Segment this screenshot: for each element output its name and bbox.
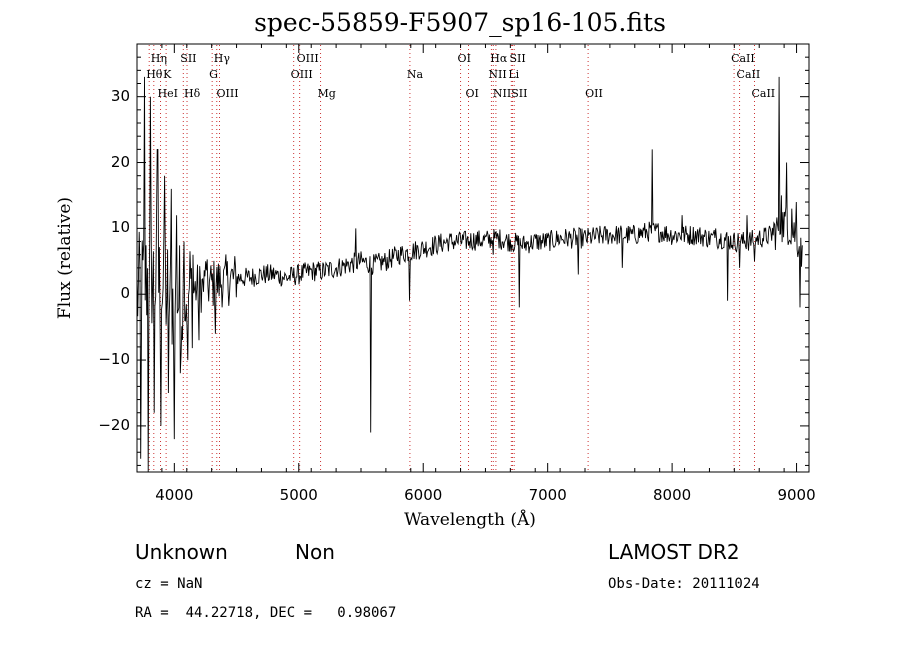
object-class: Unknown (135, 540, 228, 564)
spectral-line-label: NII (488, 68, 507, 81)
spectral-line-label: OII (585, 87, 603, 100)
spectral-line-label: CaII (751, 87, 776, 100)
spectral-line-label: OI (465, 87, 479, 100)
y-tick-label: 30 (110, 86, 130, 105)
axis-ticks-group (136, 43, 810, 472)
ra-dec: RA = 44.22718, DEC = 0.98067 (135, 605, 397, 621)
y-tick-label: 0 (120, 284, 130, 303)
redshift-cz: cz = NaN (135, 576, 203, 592)
chart-title: spec-55859-F5907_sp16-105.fits (254, 8, 666, 37)
y-axis-label: Flux (relative) (55, 196, 75, 320)
spectral-line-label: Hγ (213, 52, 230, 65)
spectral-line-label: Hθ (146, 68, 163, 81)
y-tick-label: 10 (110, 218, 130, 237)
spectral-line-label: OIII (296, 52, 319, 65)
x-tick-label: 8000 (653, 486, 692, 504)
spectral-line-label: K (163, 68, 172, 81)
spectral-line-label: Na (406, 68, 424, 81)
spectral-line-label: OIII (290, 68, 313, 81)
y-tick-label: 20 (110, 152, 130, 171)
line-markers-group (148, 45, 755, 471)
obs-date: Obs-Date: 20111024 (608, 576, 760, 592)
spectral-line-label: SII (511, 87, 528, 100)
x-axis-label: Wavelength (Å) (404, 510, 536, 530)
spectral-line-label: Hδ (184, 87, 201, 100)
y-tick-label: −10 (98, 350, 130, 369)
spectral-line-label: SII (180, 52, 197, 65)
spectral-line-label: Mg (317, 87, 336, 100)
y-tick-label: −20 (98, 415, 130, 434)
spectral-line-label: OI (457, 52, 471, 65)
plot-frame (136, 43, 810, 473)
spectral-line-label: Li (508, 68, 520, 81)
x-tick-label: 9000 (777, 486, 816, 504)
spectrum-series-line (136, 76, 803, 473)
spectral-line-label: Hη (150, 52, 167, 65)
spectral-line-label: CaII (736, 68, 761, 81)
x-tick-label: 7000 (528, 486, 567, 504)
spectral-line-label: HeI (157, 87, 178, 100)
survey-name: LAMOST DR2 (608, 540, 740, 564)
x-tick-label: 4000 (155, 486, 194, 504)
spectral-line-label: OIII (216, 87, 239, 100)
spectral-line-label: NII (492, 87, 512, 100)
object-subclass: Non (295, 540, 335, 564)
spectral-line-label: CaII (731, 52, 755, 65)
spectral-line-label: G (209, 68, 218, 81)
x-tick-label: 5000 (279, 486, 318, 504)
spectral-line-label: Hα (490, 52, 508, 65)
x-tick-label: 6000 (404, 486, 443, 504)
spectral-line-label: SII (509, 52, 526, 65)
